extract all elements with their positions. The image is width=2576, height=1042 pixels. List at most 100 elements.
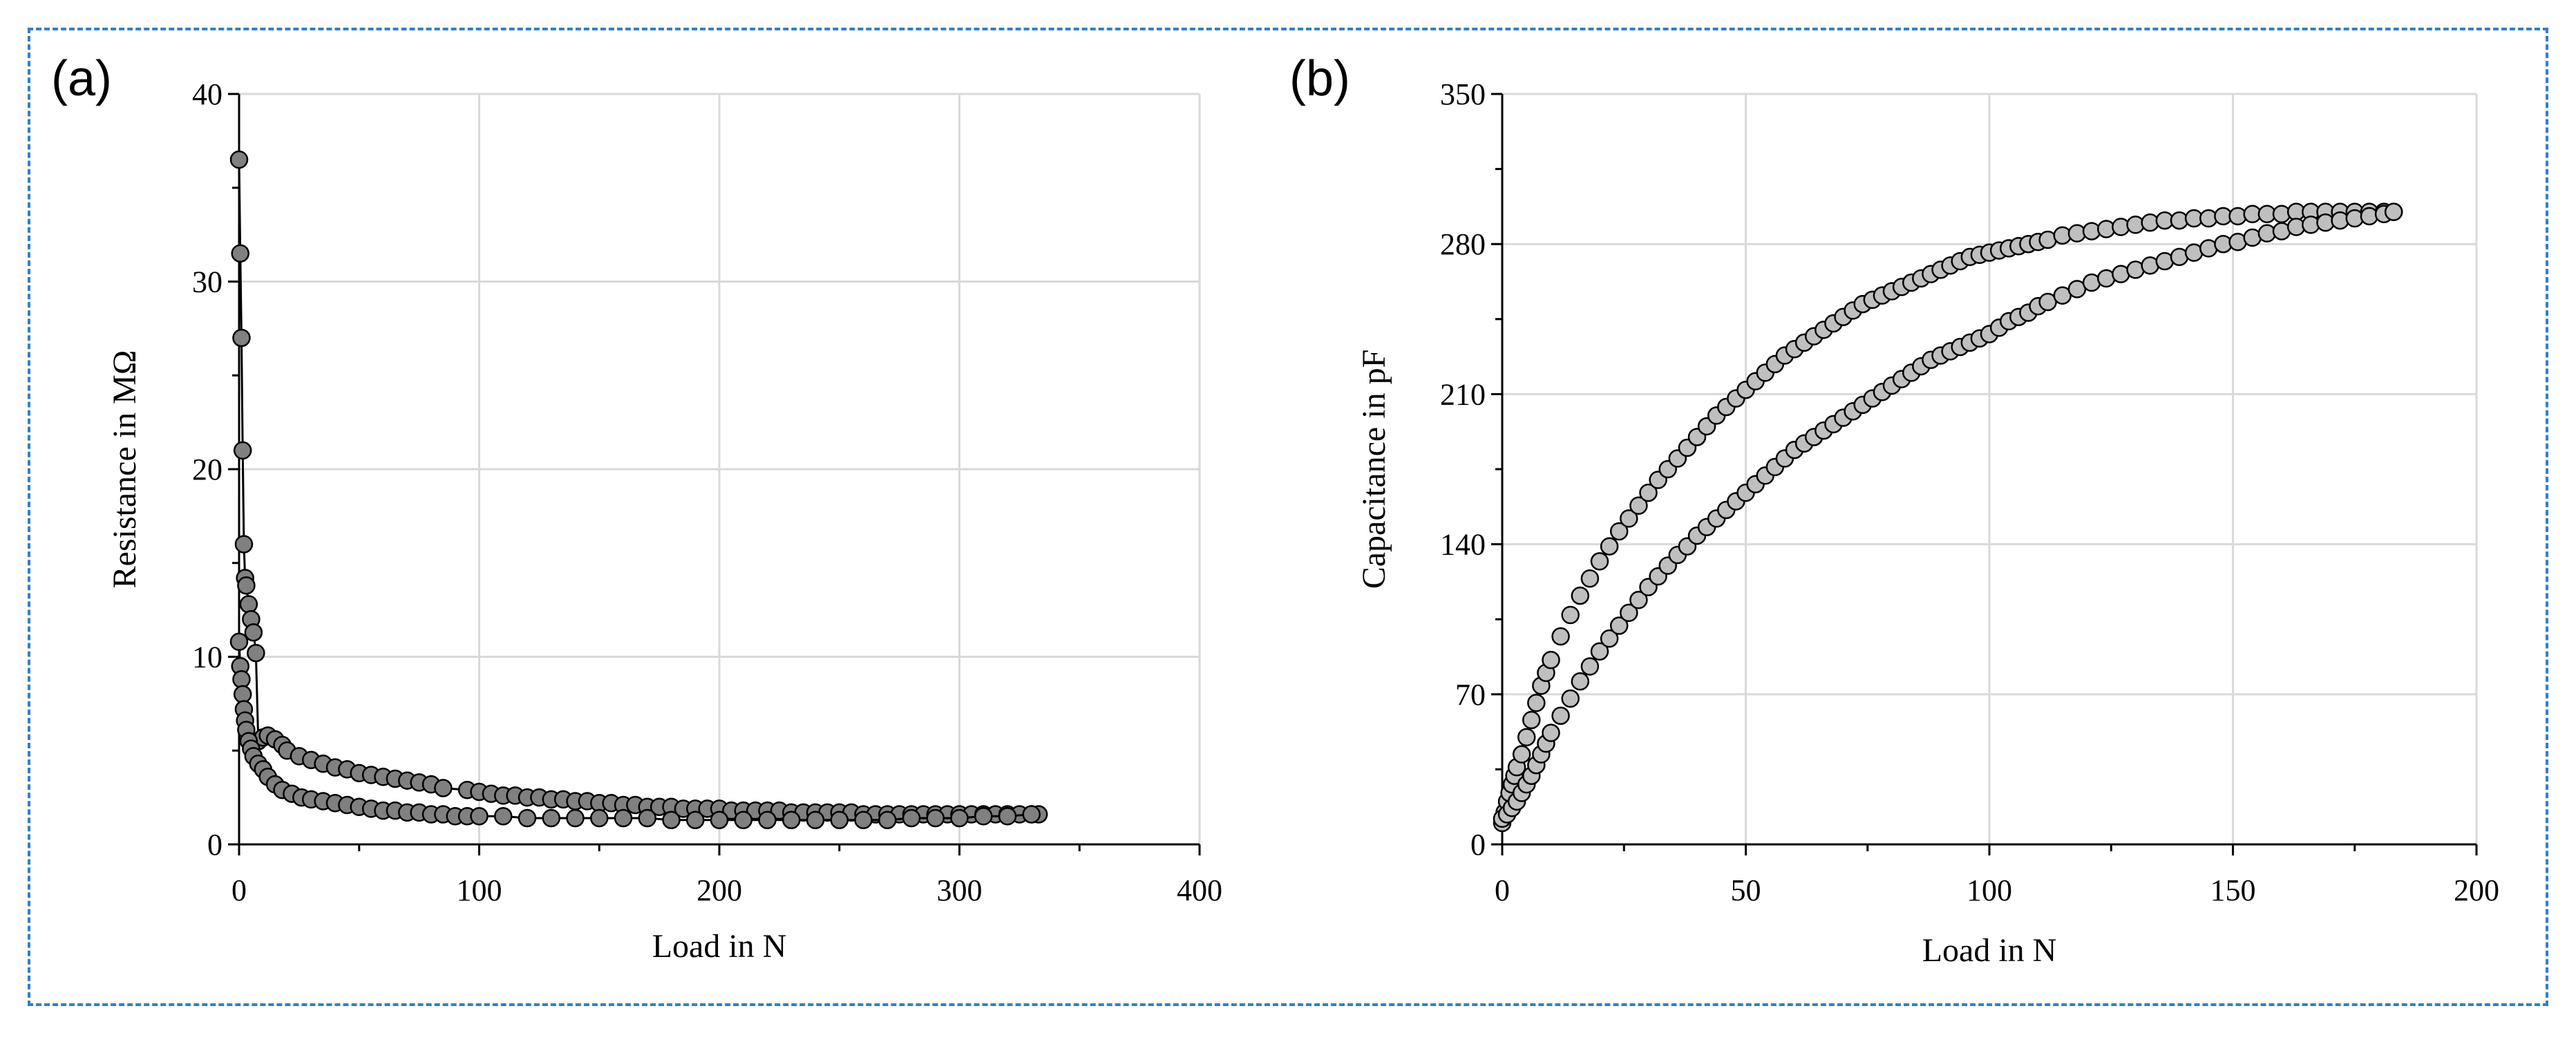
data-point [878, 811, 897, 829]
y-tick-label: 10 [192, 641, 222, 674]
data-point [662, 811, 681, 829]
data-point [734, 811, 752, 829]
data-point [518, 808, 537, 828]
series-line [238, 641, 1032, 822]
data-point [1022, 805, 1041, 824]
data-point [1620, 509, 1638, 528]
data-point [1571, 586, 1590, 605]
x-tick-label: 100 [1967, 873, 2012, 907]
data-point [782, 811, 801, 829]
data-point [229, 150, 249, 169]
data-point [1527, 693, 1546, 712]
x-tick-label: 200 [2454, 873, 2499, 907]
data-point [1600, 629, 1619, 648]
y-tick-label: 140 [1440, 528, 1486, 562]
data-point [1561, 605, 1580, 625]
x-tick-label: 150 [2210, 873, 2256, 907]
x-tick-label: 100 [457, 873, 502, 907]
data-point [237, 576, 256, 595]
data-point [806, 811, 825, 829]
data-point [1620, 603, 1638, 623]
data-point [1580, 569, 1600, 588]
data-point [1571, 672, 1590, 691]
data-series-2 [1493, 202, 2403, 828]
data-point [434, 779, 453, 797]
y-tick-label: 40 [192, 77, 222, 111]
chart-panel-b: 0 70 140 210 280 350 0 50 100 150 200 Load in N Capa… [1289, 51, 2499, 969]
data-point [1580, 657, 1600, 676]
series-line [238, 160, 1039, 816]
x-tick-label: 0 [1495, 873, 1510, 907]
data-point [1629, 496, 1648, 515]
x-tick-label: 300 [937, 873, 983, 907]
panel-label: (a) [51, 51, 112, 106]
data-point [830, 811, 849, 829]
data-point [1522, 710, 1541, 730]
data-point [494, 807, 513, 826]
y-tick-label: 350 [1440, 77, 1486, 111]
data-point [470, 807, 489, 826]
data-point [239, 595, 258, 614]
data-point [1542, 723, 1560, 742]
data-point [2384, 202, 2403, 221]
data-point [1639, 483, 1658, 502]
data-point [614, 808, 633, 828]
data-point [232, 328, 251, 348]
y-tick-label: 30 [192, 265, 222, 299]
data-point [566, 808, 585, 828]
x-axis-title: Load in N [652, 928, 787, 965]
data-point [1609, 522, 1629, 541]
x-tick-label: 50 [1731, 873, 1761, 907]
y-tick-label: 210 [1440, 377, 1486, 411]
data-point [1629, 591, 1648, 609]
y-axis-title: Resistance in MΩ [106, 350, 143, 589]
data-point [247, 643, 265, 663]
data-point [902, 808, 921, 828]
data-point [1551, 706, 1570, 726]
data-point [1512, 745, 1531, 764]
y-tick-label: 70 [1455, 678, 1486, 712]
data-series-1 [229, 150, 1048, 824]
data-point [974, 807, 993, 826]
y-tick-label: 20 [192, 453, 222, 486]
x-axis-title: Load in N [1922, 932, 2057, 969]
figure-frame [28, 28, 2548, 1006]
x-tick-label: 200 [697, 873, 742, 907]
data-point [926, 808, 945, 828]
data-point [998, 807, 1017, 826]
data-point [231, 244, 249, 263]
x-tick-label: 0 [231, 873, 247, 907]
data-point [1600, 537, 1619, 556]
data-point [233, 685, 252, 704]
data-point [233, 441, 252, 460]
data-series-2 [229, 632, 1041, 829]
data-point [638, 808, 656, 828]
data-point [950, 808, 969, 828]
data-series-1 [1493, 202, 2403, 833]
data-point [234, 535, 254, 553]
y-tick-label: 0 [207, 828, 222, 862]
data-point [232, 670, 251, 689]
data-point [1609, 616, 1629, 635]
y-axis-title: Capacitance in pF [1356, 350, 1392, 589]
data-point [244, 623, 263, 642]
x-tick-label: 400 [1177, 873, 1222, 907]
data-point [1561, 689, 1580, 708]
data-point [542, 808, 560, 828]
data-point [229, 632, 249, 652]
data-point [854, 811, 873, 829]
data-point [1590, 642, 1609, 661]
panel-label: (b) [1289, 51, 1350, 106]
y-tick-label: 280 [1440, 227, 1486, 261]
y-tick-label: 0 [1470, 828, 1486, 862]
data-point [1517, 728, 1536, 747]
data-point [686, 811, 705, 829]
data-point [758, 811, 777, 829]
data-point [710, 811, 729, 829]
data-point [1542, 650, 1560, 670]
data-point [1590, 552, 1609, 571]
data-point [590, 808, 609, 828]
data-point [1551, 627, 1570, 646]
